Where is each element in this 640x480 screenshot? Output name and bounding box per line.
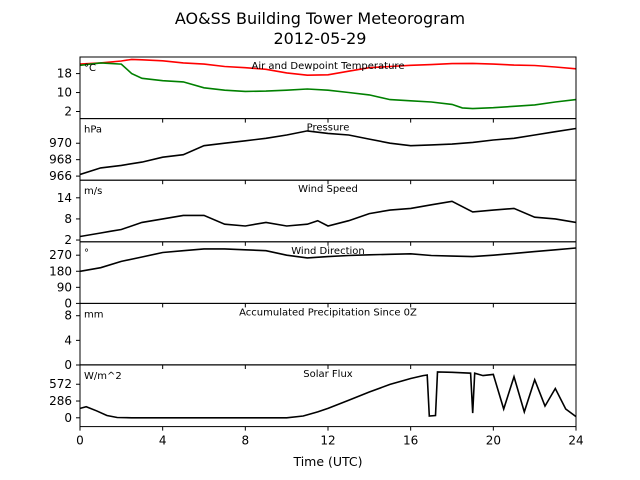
- panel-unit: °: [84, 248, 89, 259]
- y-tick-label: 14: [57, 191, 72, 205]
- y-tick-label: 4: [64, 333, 72, 347]
- y-tick-label: 8: [64, 212, 72, 226]
- figure-title: AO&SS Building Tower Meteorogram: [175, 9, 465, 28]
- panel-0: 2 10 18 °C Air and Dewpoint Temperature: [57, 56, 577, 123]
- panel-1: 966 968 970 hPa Pressure: [49, 118, 577, 185]
- x-tick-label: 24: [568, 434, 583, 448]
- panel-title: Wind Speed: [298, 184, 358, 195]
- series-line-5-0: [80, 371, 576, 419]
- y-tick-label: 970: [49, 136, 72, 150]
- series-line-0-0: [80, 58, 576, 77]
- y-tick-label: 2: [64, 233, 72, 247]
- x-tick-label: 0: [76, 434, 84, 448]
- panel-unit: hPa: [84, 125, 102, 136]
- panel-unit: W/m^2: [84, 371, 122, 382]
- y-tick-label: 966: [49, 169, 72, 183]
- y-tick-label: 90: [57, 280, 72, 294]
- x-tick-label: 12: [320, 434, 335, 448]
- y-tick-label: 180: [49, 264, 72, 278]
- x-tick-label: 16: [403, 434, 418, 448]
- series-line-0-1: [80, 62, 576, 110]
- panel-title: Pressure: [307, 123, 350, 134]
- panel-3: 0 90 180 270 ° Wind Direction: [49, 241, 577, 310]
- x-tick-label: 20: [486, 434, 501, 448]
- panel-unit: m/s: [84, 186, 102, 197]
- y-tick-label: 286: [49, 394, 72, 408]
- panel-title: Accumulated Precipitation Since 0Z: [239, 307, 417, 318]
- y-tick-label: 0: [64, 296, 72, 310]
- y-tick-label: 968: [49, 153, 72, 167]
- x-axis: 0 4 8 12 16 20 24: [76, 434, 583, 448]
- series-line-1-0: [80, 127, 576, 176]
- panel-title: Wind Direction: [291, 246, 365, 257]
- y-tick-label: 0: [64, 358, 72, 372]
- panel-unit: mm: [84, 309, 103, 320]
- x-tick-label: 4: [159, 434, 167, 448]
- y-tick-label: 572: [49, 377, 72, 391]
- panel-4: 0 4 8 mm Accumulated Precipitation Since 0Z: [64, 302, 577, 372]
- y-tick-label: 18: [57, 67, 72, 81]
- y-tick-label: 10: [57, 86, 72, 100]
- y-tick-label: 0: [64, 411, 72, 425]
- panel-title: Solar Flux: [303, 369, 353, 380]
- y-tick-label: 8: [64, 309, 72, 323]
- x-axis-label: Time (UTC): [292, 454, 362, 469]
- series-line-2-0: [80, 200, 576, 238]
- y-tick-label: 2: [64, 104, 72, 118]
- panel-unit: °C: [84, 63, 96, 74]
- figure-subtitle: 2012-05-29: [274, 29, 367, 48]
- x-tick-label: 8: [242, 434, 250, 448]
- series-line-3-0: [80, 247, 576, 273]
- panel-5: 0 286 572 W/m^2 Solar Flux: [49, 364, 577, 431]
- y-tick-label: 270: [49, 248, 72, 262]
- panel-title: Air and Dewpoint Temperature: [252, 61, 405, 72]
- panel-2: 2 8 14 m/s Wind Speed: [57, 179, 577, 247]
